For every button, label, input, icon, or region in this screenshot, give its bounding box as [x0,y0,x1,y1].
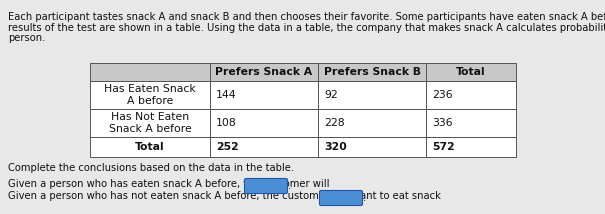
Text: .: . [363,193,366,203]
Text: 252: 252 [216,142,239,152]
Text: Prefers Snack B: Prefers Snack B [324,67,420,77]
Bar [426,63,516,81]
Bar [90,81,210,109]
FancyBboxPatch shape [319,190,362,205]
Text: 92: 92 [324,90,338,100]
Text: Each participant tastes snack A and snack B and then chooses their favorite. Som: Each participant tastes snack A and snac… [8,12,605,22]
Bar [90,137,516,157]
Text: Has Eaten Snack
A before: Has Eaten Snack A before [104,84,196,106]
Text: Complete the conclusions based on the data in the table.: Complete the conclusions based on the da… [8,163,294,173]
Bar [426,109,516,137]
Text: 228: 228 [324,118,345,128]
Bar [210,81,318,109]
Bar [426,137,516,157]
Text: person.: person. [8,33,45,43]
FancyBboxPatch shape [244,178,287,193]
Text: Prefers Snack A: Prefers Snack A [215,67,313,77]
Text: Given a person who has eaten snack A before, the customer will: Given a person who has eaten snack A bef… [8,179,330,189]
Text: 236: 236 [432,90,453,100]
Bar [318,63,426,81]
Text: 320: 320 [324,142,347,152]
Bar [90,109,210,137]
Text: 144: 144 [216,90,237,100]
Text: results of the test are shown in a table. Using the data in a table, the company: results of the test are shown in a table… [8,22,605,33]
Bar [318,137,426,157]
Text: 336: 336 [432,118,453,128]
Bar [90,137,210,157]
Bar [318,109,426,137]
Bar [210,109,318,137]
Bar [210,63,318,81]
Bar [90,63,210,81]
Text: Total: Total [456,67,486,77]
Bar [90,63,516,81]
Text: Has Not Eaten
Snack A before: Has Not Eaten Snack A before [109,112,191,134]
Text: Total: Total [135,142,165,152]
Bar [210,137,318,157]
Bar [90,81,516,109]
Bar [426,81,516,109]
Text: .: . [288,181,291,191]
Text: 572: 572 [432,142,455,152]
Text: Given a person who has not eaten snack A before, the customer will want to eat s: Given a person who has not eaten snack A… [8,191,441,201]
Text: 108: 108 [216,118,237,128]
Bar [90,109,516,137]
Bar [318,81,426,109]
